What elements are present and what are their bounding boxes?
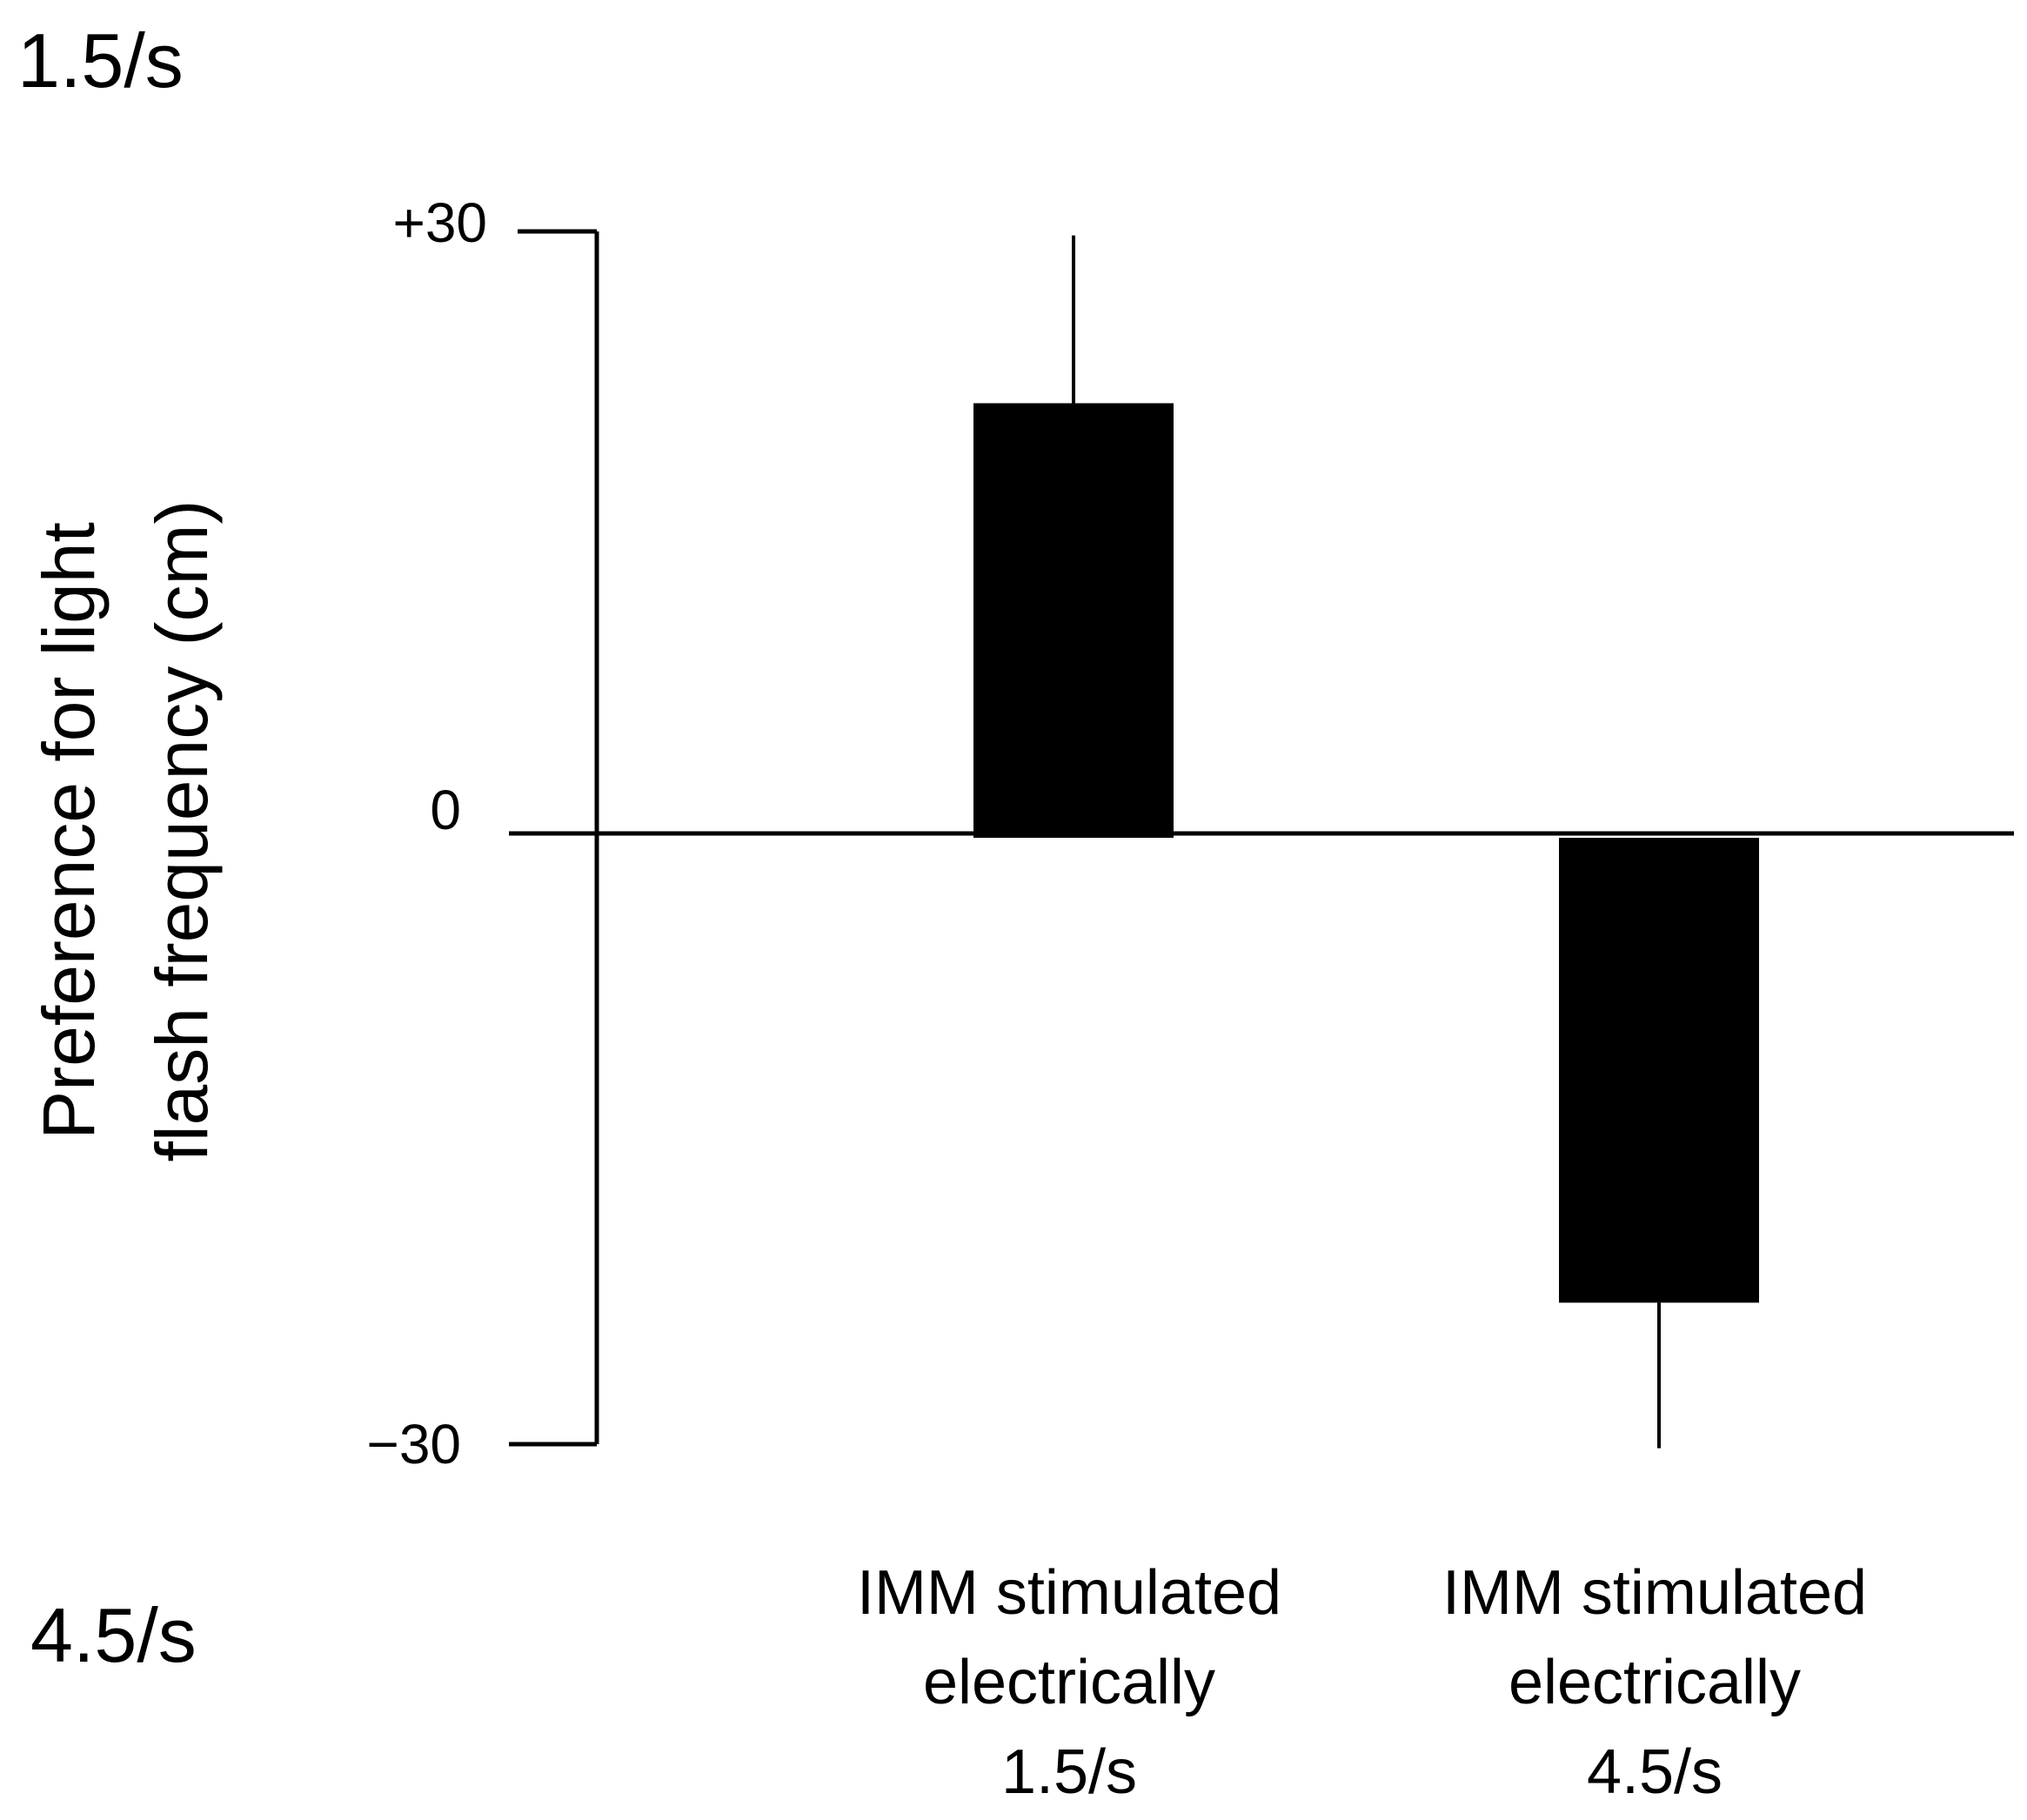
x-category-label: 4.5/s xyxy=(1587,1737,1723,1807)
corner-label-bottom: 4.5/s xyxy=(30,1592,197,1678)
y-tick-label: −30 xyxy=(366,1413,461,1475)
error-bars-group xyxy=(1072,235,1661,1449)
bar-1 xyxy=(973,403,1174,838)
x-category-label: IMM stimulated xyxy=(857,1558,1281,1628)
y-tick-label: 0 xyxy=(430,779,461,841)
y-axis-label-line-1: Preference for light xyxy=(28,522,110,1140)
corner-label-top: 1.5/s xyxy=(17,17,184,104)
x-category-label: electrically xyxy=(923,1648,1215,1717)
x-category-label: IMM stimulated xyxy=(1442,1558,1867,1628)
bar-2 xyxy=(1559,838,1759,1303)
x-category-label: 1.5/s xyxy=(1001,1737,1137,1807)
x-category-label: electrically xyxy=(1509,1648,1801,1717)
bars-group xyxy=(973,403,1759,1303)
y-tick-label: +30 xyxy=(392,191,487,254)
x-labels-group: IMM stimulated electrically 1.5/s IMM stimu… xyxy=(857,1558,1867,1807)
y-axis-label-line-2: flash frequency (cm) xyxy=(141,500,223,1162)
y-ticks-group: +30 0 −30 xyxy=(366,191,597,1475)
